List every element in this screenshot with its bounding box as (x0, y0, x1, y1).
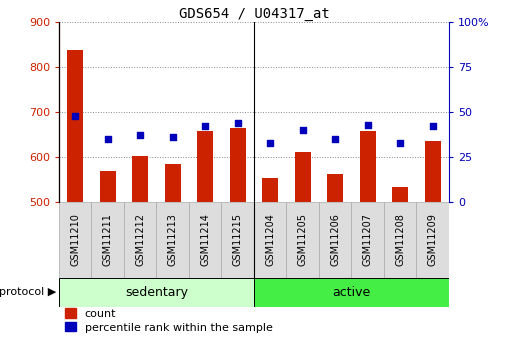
Point (201, 124, 209, 129)
Point (136, 133, 144, 138)
Text: GSM11207: GSM11207 (363, 213, 372, 266)
Text: GSM11206: GSM11206 (330, 213, 340, 266)
FancyBboxPatch shape (286, 202, 319, 278)
Point (396, 140, 404, 145)
Text: GSM11214: GSM11214 (200, 213, 210, 266)
Bar (100, 171, 116, 202)
FancyBboxPatch shape (189, 202, 222, 278)
FancyBboxPatch shape (417, 202, 449, 278)
Bar (67, 50, 83, 202)
FancyBboxPatch shape (384, 202, 417, 278)
Point (71, 113, 80, 118)
FancyBboxPatch shape (254, 278, 449, 307)
Text: active: active (332, 286, 370, 299)
Point (233, 120, 242, 126)
Point (104, 136, 112, 142)
Bar (197, 131, 213, 202)
Text: GSM11212: GSM11212 (135, 213, 145, 266)
Text: GSM11211: GSM11211 (103, 213, 113, 266)
FancyBboxPatch shape (59, 202, 91, 278)
Text: GSM11208: GSM11208 (395, 213, 405, 266)
FancyBboxPatch shape (156, 202, 189, 278)
Point (299, 127, 307, 133)
FancyBboxPatch shape (59, 278, 254, 307)
Bar (392, 187, 408, 202)
FancyBboxPatch shape (222, 202, 254, 278)
Bar (132, 156, 148, 202)
Bar (424, 141, 441, 202)
FancyBboxPatch shape (254, 202, 286, 278)
Point (364, 122, 372, 127)
Text: GSM11205: GSM11205 (298, 213, 308, 266)
Point (266, 140, 274, 145)
FancyBboxPatch shape (351, 202, 384, 278)
Point (331, 136, 339, 142)
Bar (294, 152, 311, 202)
FancyBboxPatch shape (124, 202, 156, 278)
Point (428, 124, 437, 129)
Bar (262, 178, 278, 202)
Title: GDS654 / U04317_at: GDS654 / U04317_at (179, 7, 329, 21)
Bar (327, 174, 343, 202)
Point (169, 135, 177, 140)
Text: GSM11213: GSM11213 (168, 213, 177, 266)
FancyBboxPatch shape (91, 202, 124, 278)
Text: GSM11209: GSM11209 (428, 213, 438, 266)
Text: GSM11215: GSM11215 (233, 213, 243, 266)
Bar (165, 164, 181, 202)
Text: protocol ▶: protocol ▶ (0, 287, 56, 297)
Bar (229, 128, 246, 202)
Text: sedentary: sedentary (125, 286, 188, 299)
Text: GSM11210: GSM11210 (70, 213, 80, 266)
Text: GSM11204: GSM11204 (265, 213, 275, 266)
Bar (360, 131, 376, 202)
FancyBboxPatch shape (319, 202, 351, 278)
Legend: count, percentile rank within the sample: count, percentile rank within the sample (65, 308, 272, 333)
